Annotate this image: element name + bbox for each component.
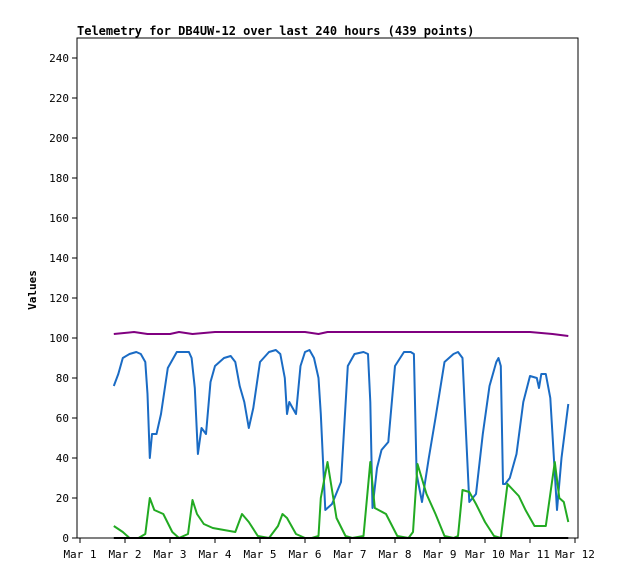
x-tick-label: Mar 4 — [198, 548, 231, 561]
y-tick-label: 0 — [62, 532, 69, 545]
y-tick-label: 240 — [49, 52, 69, 65]
x-tick-label: Mar 6 — [288, 548, 321, 561]
x-tick-label: Mar 9 — [423, 548, 456, 561]
x-tick-label: Mar 2 — [108, 548, 141, 561]
series-line-1 — [113, 331, 569, 337]
y-axis: 0 20 40 60 80 100 120 140 160 180 200 220 240 — [49, 52, 77, 545]
y-tick-label: 160 — [49, 212, 69, 225]
x-tick-label: Mar 12 — [555, 548, 595, 561]
series-line-3 — [113, 461, 570, 539]
y-tick-label: 220 — [49, 92, 69, 105]
chart-title: Telemetry for DB4UW-12 over last 240 hou… — [77, 24, 474, 38]
x-tick-label: Mar 11 — [510, 548, 550, 561]
y-tick-label: 200 — [49, 132, 69, 145]
x-tick-label: Mar 10 — [465, 548, 505, 561]
y-tick-label: 40 — [56, 452, 69, 465]
y-tick-label: 180 — [49, 172, 69, 185]
y-tick-label: 140 — [49, 252, 69, 265]
series-line-2 — [112, 349, 570, 511]
y-tick-label: 120 — [49, 292, 69, 305]
x-tick-label: Mar 7 — [333, 548, 366, 561]
series-layer — [112, 331, 570, 539]
y-tick-label: 100 — [49, 332, 69, 345]
x-tick-label: Mar 3 — [153, 548, 186, 561]
y-tick-label: 60 — [56, 412, 69, 425]
y-tick-label: 80 — [56, 372, 69, 385]
x-tick-label: Mar 5 — [243, 548, 276, 561]
y-tick-label: 20 — [56, 492, 69, 505]
x-tick-label: Mar 1 — [63, 548, 96, 561]
y-axis-label: Values — [26, 270, 39, 310]
x-axis: Mar 1 Mar 2 Mar 3 Mar 4 Mar 5 Mar 6 Mar 7 Mar 8… — [63, 538, 595, 561]
x-tick-label: Mar 8 — [378, 548, 411, 561]
